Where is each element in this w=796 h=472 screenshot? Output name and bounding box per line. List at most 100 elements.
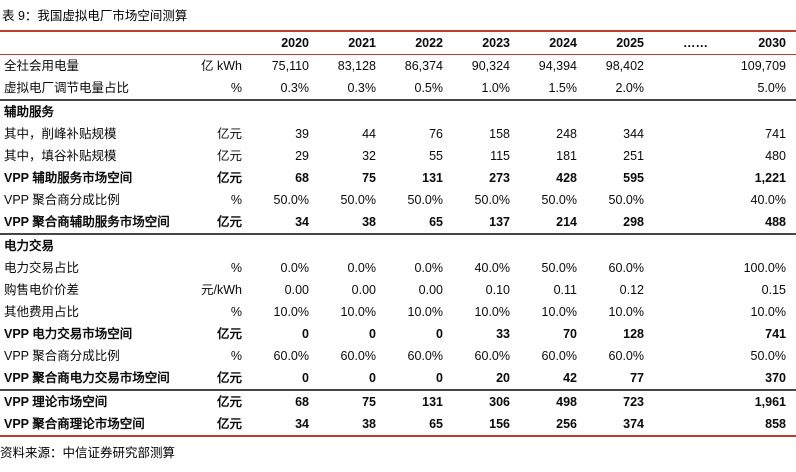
cell-value: 298 bbox=[623, 215, 644, 229]
table-row: 其他费用占比% 10.0% 10.0% 10.0% 10.0% 10.0% 10.0% 10.… bbox=[0, 301, 796, 323]
cell-value: 10.0% bbox=[608, 305, 644, 319]
cell-value: 248 bbox=[556, 127, 577, 141]
row-label: 电力交易占比 bbox=[4, 261, 80, 275]
table-row: 全社会用电量 亿 kWh 75,110 83,128 86,374 90,324 94,39… bbox=[0, 55, 796, 78]
cell-value bbox=[652, 389, 716, 413]
cell-value: 181 bbox=[556, 149, 577, 163]
row-label: VPP 电力交易市场空间 bbox=[4, 327, 133, 341]
row-unit bbox=[192, 233, 250, 257]
cell-value: 741 bbox=[765, 127, 786, 141]
cell-value: 32 bbox=[362, 149, 376, 163]
cell-value: 0 bbox=[369, 371, 376, 385]
row-unit: % bbox=[230, 81, 242, 95]
row-label: VPP 理论市场空间 bbox=[0, 389, 192, 413]
cell-value: 94,394 bbox=[538, 59, 577, 73]
cell-value: 10.0% bbox=[273, 305, 309, 319]
row-unit: 亿元 bbox=[216, 417, 242, 431]
cell-value bbox=[518, 99, 585, 123]
cell-value: 44 bbox=[362, 127, 376, 141]
cell-value: 10.0% bbox=[541, 305, 577, 319]
row-label: 其中，削峰补贴规模 bbox=[4, 127, 117, 141]
row-label: 其他费用占比 bbox=[4, 305, 80, 319]
cell-value bbox=[585, 233, 652, 257]
cell-value: 158 bbox=[489, 127, 510, 141]
table-row: VPP 聚合商理论市场空间 亿元 34 38 65 156 256 374 858 bbox=[0, 413, 796, 436]
cell-value: 68 bbox=[295, 171, 309, 185]
cell-value: 60.0% bbox=[273, 349, 309, 363]
cell-value: 0 bbox=[369, 327, 376, 341]
cell-value bbox=[652, 413, 716, 436]
cell-value: 344 bbox=[623, 127, 644, 141]
row-label: 电力交易 bbox=[0, 233, 192, 257]
cell-value: 68 bbox=[250, 389, 317, 413]
cell-value: 723 bbox=[585, 389, 652, 413]
cell-value: 480 bbox=[765, 149, 786, 163]
row-label: VPP 聚合商电力交易市场空间 bbox=[4, 371, 170, 385]
cell-value: 0.15 bbox=[761, 283, 786, 297]
table-row: VPP 理论市场空间 亿元 68 75 131 306 498 723 1,961 bbox=[0, 389, 796, 413]
report-page: 表 9：我国虚拟电厂市场空间测算 2020 2021 2022 2023 202… bbox=[0, 9, 796, 460]
cell-value: 370 bbox=[765, 371, 786, 385]
row-unit: 亿元 bbox=[216, 327, 242, 341]
cell-value: 65 bbox=[429, 215, 443, 229]
cell-value: 33 bbox=[496, 327, 510, 341]
cell-value: 10.0% bbox=[340, 305, 376, 319]
vpp-market-table: 2020 2021 2022 2023 2024 2025 …… 2030 全社… bbox=[0, 30, 796, 437]
row-unit bbox=[192, 99, 250, 123]
cell-value: 34 bbox=[295, 215, 309, 229]
cell-value: 76 bbox=[429, 127, 443, 141]
cell-value: 1.0% bbox=[481, 81, 511, 95]
cell-value: 38 bbox=[362, 417, 376, 431]
row-label: 虚拟电厂调节电量占比 bbox=[4, 81, 130, 95]
table-body: 全社会用电量 亿 kWh 75,110 83,128 86,374 90,324 94,39… bbox=[0, 55, 796, 436]
row-label: VPP 聚合商分成比例 bbox=[4, 349, 120, 363]
cell-value: 156 bbox=[489, 417, 510, 431]
cell-value: 741 bbox=[765, 327, 786, 341]
cell-value: 488 bbox=[765, 215, 786, 229]
cell-value: 1.5% bbox=[548, 81, 578, 95]
header-year-2020: 2020 bbox=[281, 36, 309, 50]
table-row: VPP 聚合商辅助服务市场空间 亿元 34 38 65 137 214 298 488 bbox=[0, 211, 796, 234]
row-unit: 亿元 bbox=[216, 215, 242, 229]
cell-value bbox=[652, 189, 716, 211]
cell-value: 595 bbox=[623, 171, 644, 185]
cell-value: 0.12 bbox=[619, 283, 644, 297]
table-row: 购售电价价差 元/kWh 0.00 0.00 0.00 0.10 0.11 0.12 0.15 bbox=[0, 279, 796, 301]
cell-value: 60.0% bbox=[608, 349, 644, 363]
cell-value: 0 bbox=[436, 327, 443, 341]
cell-value bbox=[451, 233, 518, 257]
cell-value: 60.0% bbox=[608, 261, 644, 275]
cell-value: 251 bbox=[623, 149, 644, 163]
cell-value bbox=[451, 99, 518, 123]
header-label-spacer bbox=[0, 31, 192, 55]
cell-value: 60.0% bbox=[407, 349, 443, 363]
header-year-2024: 2024 bbox=[549, 36, 577, 50]
row-unit: 亿元 bbox=[192, 389, 250, 413]
cell-value: 50.0% bbox=[541, 193, 577, 207]
cell-value: 75 bbox=[317, 389, 384, 413]
cell-value bbox=[652, 123, 716, 145]
row-unit: % bbox=[230, 349, 242, 363]
cell-value bbox=[652, 279, 716, 301]
row-unit: 亿 kWh bbox=[201, 59, 242, 73]
cell-value: 50.0% bbox=[750, 349, 786, 363]
cell-value: 115 bbox=[490, 149, 510, 163]
cell-value bbox=[585, 99, 652, 123]
cell-value: 75,110 bbox=[271, 59, 309, 73]
cell-value bbox=[652, 145, 716, 167]
row-label: VPP 聚合商分成比例 bbox=[4, 193, 120, 207]
header-year-2025: 2025 bbox=[616, 36, 644, 50]
cell-value: 0.0% bbox=[347, 261, 377, 275]
header-unit-spacer bbox=[192, 31, 250, 55]
cell-value: 29 bbox=[295, 149, 309, 163]
cell-value: 131 bbox=[422, 171, 443, 185]
cell-value: 50.0% bbox=[273, 193, 309, 207]
row-label: 购售电价价差 bbox=[4, 283, 80, 297]
row-label: 全社会用电量 bbox=[4, 59, 80, 73]
cell-value: 0.3% bbox=[280, 81, 310, 95]
cell-value: 5.0% bbox=[757, 81, 787, 95]
cell-value: 50.0% bbox=[474, 193, 510, 207]
cell-value: 2.0% bbox=[615, 81, 645, 95]
header-ellipsis: …… bbox=[683, 36, 708, 50]
cell-value: 273 bbox=[489, 171, 510, 185]
